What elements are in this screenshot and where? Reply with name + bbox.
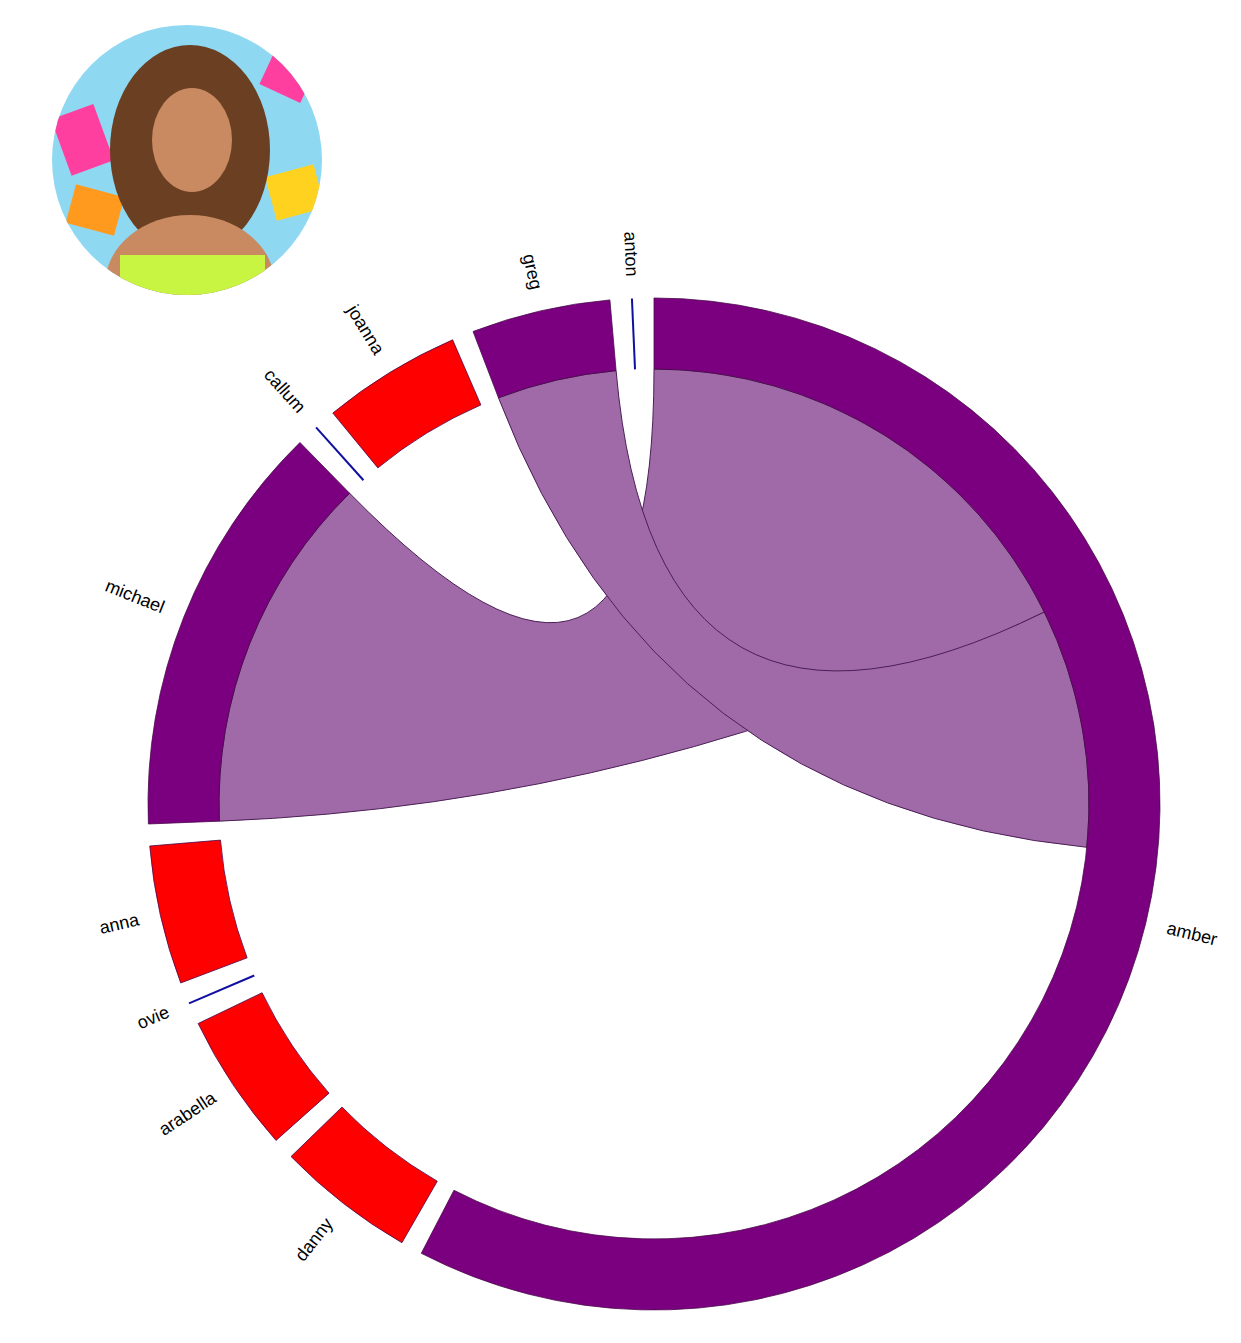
node-arc <box>333 340 481 468</box>
node-arc <box>189 975 254 1003</box>
node-label: amber <box>1165 918 1219 950</box>
chart-canvas: amber danny arabella ovie anna michael callumj… <box>0 0 1241 1343</box>
node-label: arabella <box>155 1087 220 1140</box>
node-label: callum <box>260 365 310 417</box>
node-label: danny <box>291 1214 337 1265</box>
avatar-face <box>152 88 232 192</box>
ring <box>148 298 1160 1310</box>
node-label: joanna <box>343 301 389 359</box>
node-label: greg <box>519 252 547 292</box>
avatar-top <box>120 255 265 305</box>
node-arc <box>148 443 350 824</box>
node-arc <box>150 840 247 983</box>
labels: amber danny arabella ovie anna michael callumj… <box>97 231 1219 1265</box>
avatar-shape <box>259 52 315 103</box>
node-label: anna <box>97 909 141 938</box>
avatar-shape <box>265 164 325 220</box>
node-arc <box>473 300 616 398</box>
avatar-body <box>105 215 275 355</box>
node-label: anton <box>620 231 642 277</box>
avatar <box>51 25 325 355</box>
node-arc <box>421 298 1160 1310</box>
node-label: michael <box>102 576 167 617</box>
node-arc <box>198 993 329 1141</box>
avatar-shape <box>66 184 125 236</box>
avatar-shape <box>51 104 114 176</box>
node-arc <box>632 298 635 369</box>
node-arc <box>291 1107 437 1243</box>
node-label: ovie <box>134 1002 172 1033</box>
